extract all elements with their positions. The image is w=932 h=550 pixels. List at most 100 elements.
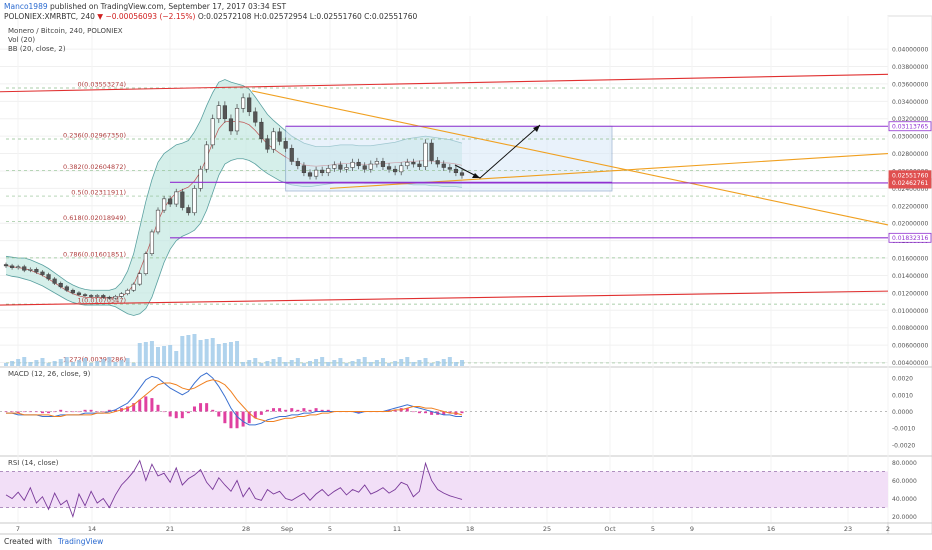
- candle-body: [399, 165, 404, 173]
- volume-bar: [174, 351, 179, 366]
- macd-histogram-bar: [53, 411, 57, 413]
- candle-body: [259, 121, 264, 140]
- volume-bar: [253, 358, 258, 366]
- price-tag-label: 0.03113765: [892, 123, 928, 130]
- macd-histogram-bar: [77, 411, 81, 413]
- macd-histogram-bar: [393, 409, 397, 412]
- rsi-tick-label: 80.0000: [892, 460, 917, 467]
- fib-level-label: 0.618(0.02018949): [63, 214, 126, 222]
- candle-body: [131, 283, 136, 291]
- macd-histogram-bar: [40, 411, 44, 414]
- price-tick-label: 0.02000000: [892, 221, 928, 228]
- macd-histogram-bar: [186, 411, 190, 414]
- macd-histogram-bar: [259, 411, 263, 415]
- red-channel-bottom: [0, 290, 889, 306]
- volume-bar: [16, 359, 21, 366]
- candle-body: [52, 278, 57, 284]
- volume-bar: [374, 360, 379, 366]
- macd-histogram-bar: [22, 411, 26, 413]
- volume-bar: [125, 358, 130, 366]
- range-box: [285, 125, 613, 192]
- volume-bar: [314, 359, 319, 366]
- candle-body: [76, 292, 82, 295]
- rsi-band: [0, 471, 888, 508]
- volume-bar: [180, 336, 185, 366]
- price-tick-label: 0.03600000: [892, 81, 928, 88]
- time-tick-label: 21: [166, 525, 174, 533]
- volume-bar: [228, 342, 233, 366]
- macd-histogram-bar: [272, 408, 276, 412]
- macd-tick-label: -0.0020: [892, 442, 915, 449]
- price-tag-label: 0.02462761: [892, 180, 928, 187]
- macd-histogram-bar: [156, 404, 160, 412]
- published-text: published on TradingView.com, September …: [50, 2, 287, 11]
- fib-level-label: 0.5(0.02311911): [71, 189, 126, 197]
- candle-body: [356, 161, 361, 167]
- candle-body: [204, 144, 209, 170]
- volume-bar: [399, 359, 404, 366]
- macd-histogram-bar: [320, 409, 324, 412]
- candle-body: [137, 273, 142, 285]
- volume-bar: [76, 360, 81, 366]
- macd-histogram-bar: [247, 411, 251, 424]
- volume-bar: [460, 360, 464, 366]
- volume-bar: [332, 360, 337, 366]
- footer-created: Created with: [4, 537, 52, 546]
- macd-histogram-bar: [83, 409, 87, 412]
- time-tick-label: 23: [844, 525, 852, 533]
- author-link[interactable]: Manco1989: [4, 2, 48, 11]
- candle-body: [307, 172, 313, 177]
- volume-bar: [64, 357, 69, 366]
- price-tick-label: 0.01000000: [892, 308, 928, 315]
- candle-body: [283, 141, 288, 149]
- tradingview-logo-link[interactable]: TradingView: [57, 537, 104, 546]
- time-tick-label: Oct: [604, 525, 616, 533]
- legend-bb: BB (20, close, 2): [8, 45, 66, 53]
- orange-resistance-line: [251, 90, 889, 226]
- candle-body: [9, 265, 15, 268]
- macd-histogram-bar: [180, 411, 184, 419]
- volume-bar: [259, 363, 264, 366]
- macd-histogram-bar: [138, 399, 142, 412]
- candles: [3, 93, 465, 300]
- macd-histogram-bar: [199, 403, 203, 412]
- candle-body: [40, 271, 45, 275]
- candle-body: [362, 165, 367, 170]
- candle-body: [393, 168, 398, 173]
- macd-histogram-bar: [132, 403, 136, 412]
- candle-body: [89, 295, 94, 297]
- time-tick-label: 7: [16, 525, 20, 533]
- candle-body: [344, 167, 349, 170]
- volume-bar: [113, 362, 118, 366]
- candle-body: [429, 142, 434, 161]
- price-tick-label: 0.03000000: [892, 134, 928, 141]
- macd-histogram-bar: [28, 411, 32, 413]
- volume-bar: [277, 357, 282, 366]
- axis-bg: [887, 15, 932, 535]
- time-axis: 7 14 21 28 Sep 5 11 18 25 Oct 5 9 16 23 2: [16, 525, 890, 533]
- candle-body: [107, 296, 112, 299]
- candle-body: [119, 293, 124, 297]
- rsi-tick-label: 60.0000: [892, 478, 917, 485]
- consolidation-box: [285, 125, 613, 192]
- candle-body: [234, 107, 240, 132]
- price-tick-label: 0.00600000: [892, 343, 928, 350]
- candle-body: [241, 97, 246, 109]
- volume-bar: [405, 357, 410, 366]
- volume-bar: [417, 360, 422, 366]
- time-tick-label: 9: [690, 525, 694, 533]
- arrowhead-down: [472, 173, 480, 178]
- legend-vol: Vol (20): [8, 36, 36, 44]
- volume-bar: [58, 359, 63, 366]
- price-tick-label: 0.02800000: [892, 151, 928, 158]
- candle-body: [192, 188, 197, 214]
- price-tick-label: 0.01600000: [892, 256, 928, 263]
- macd-histogram-bar: [278, 408, 282, 412]
- candle-body: [34, 269, 39, 273]
- macd-tick-label: 0.0020: [892, 376, 913, 383]
- candle-body: [301, 165, 307, 174]
- volume-bar: [168, 345, 173, 366]
- price-tick-label: 0.03200000: [892, 116, 928, 123]
- fibonacci-levels: 0(0.03553274) 0.236(0.02967350) 0.382(0.02…: [6, 80, 888, 363]
- candle-body: [441, 163, 446, 168]
